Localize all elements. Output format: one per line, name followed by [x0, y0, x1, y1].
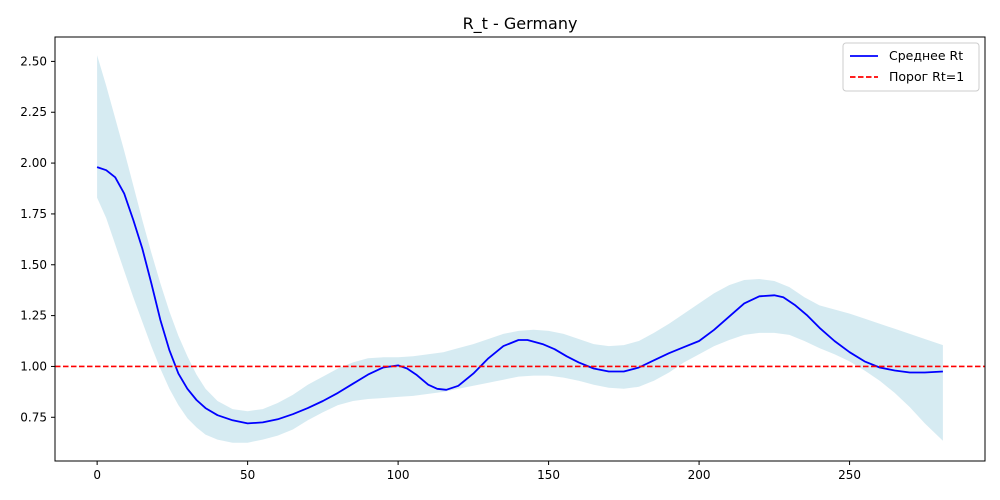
y-tick-label: 1.50 — [20, 258, 47, 272]
y-tick-label: 1.25 — [20, 309, 47, 323]
x-tick-label: 200 — [688, 468, 711, 482]
x-tick-label: 100 — [387, 468, 410, 482]
y-tick-label: 0.75 — [20, 410, 47, 424]
legend: Среднее Rt Порог Rt=1 — [842, 42, 980, 92]
y-tick-label: 2.00 — [20, 156, 47, 170]
y-tick-label: 2.50 — [20, 54, 47, 68]
x-axis: 0 50 100 150 200 250 — [93, 461, 861, 482]
y-tick-label: 1.75 — [20, 207, 47, 221]
legend-threshold-label: Порог Rt=1 — [889, 69, 964, 84]
confidence-interval-layer — [97, 55, 943, 443]
chart-title: R_t - Germany — [463, 14, 578, 34]
y-tick-label: 1.00 — [20, 359, 47, 373]
y-axis: 0.75 1.00 1.25 1.50 1.75 2.00 2.25 2.50 — [20, 54, 55, 424]
x-tick-label: 0 — [93, 468, 101, 482]
x-tick-label: 50 — [240, 468, 255, 482]
legend-mean-label: Среднее Rt — [889, 48, 963, 63]
y-tick-label: 2.25 — [20, 105, 47, 119]
x-tick-label: 250 — [838, 468, 861, 482]
plot-frame — [54, 36, 986, 462]
x-tick-label: 150 — [537, 468, 560, 482]
legend-box — [842, 42, 980, 92]
confidence-band — [97, 55, 943, 443]
